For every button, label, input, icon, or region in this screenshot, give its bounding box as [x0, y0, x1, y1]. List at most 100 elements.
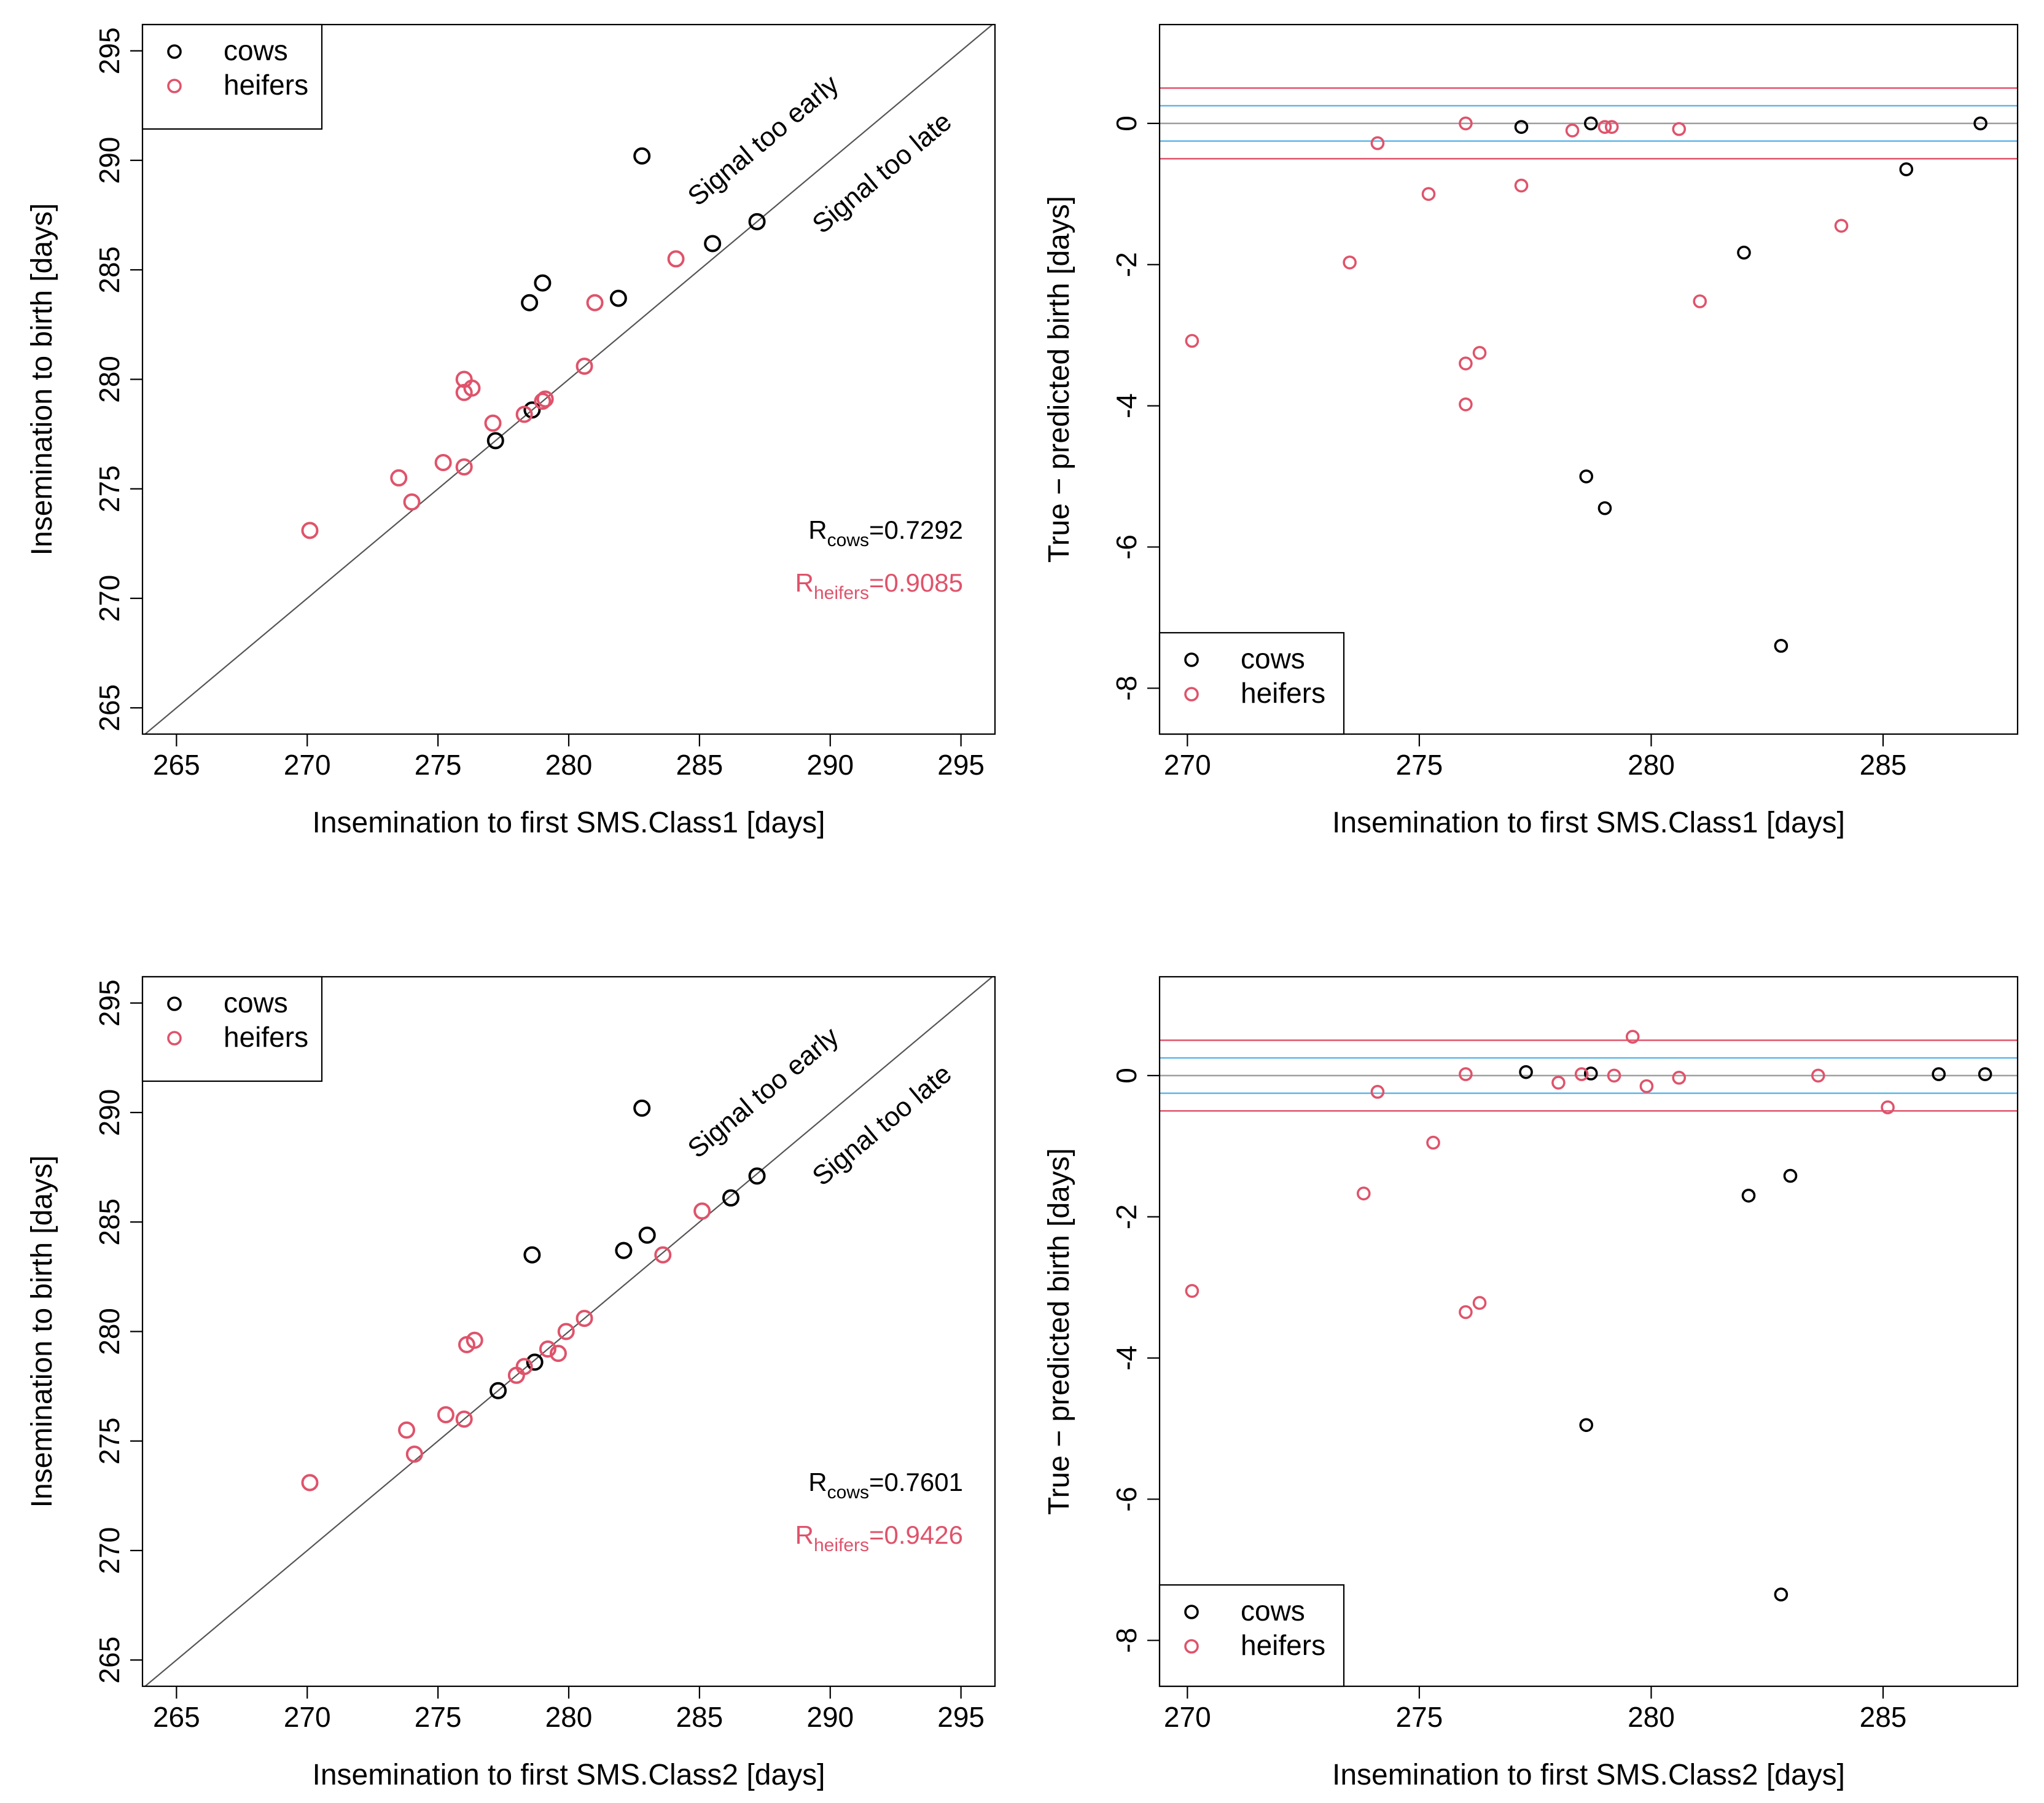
point-heifers — [1185, 334, 1199, 348]
y-tick-label: -6 — [1110, 534, 1142, 560]
point-cows — [1774, 639, 1788, 653]
identity-line — [144, 25, 993, 734]
legend-label-cows: cows — [224, 34, 288, 66]
y-tick-label: 290 — [93, 137, 125, 184]
legend-marker-cows — [1184, 1605, 1199, 1619]
y-tick-label: 0 — [1110, 115, 1142, 131]
x-tick-label: 275 — [1396, 1701, 1443, 1733]
y-tick-label: -8 — [1110, 1628, 1142, 1653]
point-cows — [1579, 469, 1594, 483]
y-tick-label: 290 — [93, 1089, 125, 1136]
point-heifers — [1426, 1135, 1440, 1150]
point-cows — [1741, 1188, 1756, 1203]
point-cows — [1973, 116, 1987, 131]
y-tick-label: 285 — [93, 246, 125, 294]
point-heifers — [1639, 1079, 1654, 1093]
x-tick-label: 265 — [153, 1701, 200, 1733]
point-heifers — [1356, 1186, 1371, 1201]
y-tick-label: 275 — [93, 465, 125, 512]
legend-label-heifers: heifers — [1241, 677, 1325, 709]
point-cows — [704, 235, 722, 252]
stat-symbol: R — [808, 1468, 827, 1496]
stat-r-cows: Rcows=0.7292 — [808, 515, 963, 550]
annotation-signal-too-early: Signal too early — [682, 1021, 845, 1164]
y-tick-label: -4 — [1110, 1345, 1142, 1371]
legend-label-cows: cows — [224, 987, 288, 1019]
point-heifers — [1565, 123, 1580, 138]
x-tick-label: 280 — [545, 749, 593, 781]
x-tick-label: 285 — [676, 1701, 724, 1733]
point-cows — [1579, 1418, 1594, 1433]
x-tick-label: 270 — [1164, 749, 1211, 781]
x-tick-label: 285 — [1860, 749, 1907, 781]
point-cows — [1899, 162, 1914, 176]
stat-symbol: R — [795, 568, 814, 597]
plot-frame — [1158, 976, 2019, 1688]
y-tick-label: 285 — [93, 1199, 125, 1246]
y-tick-label: -6 — [1110, 1487, 1142, 1512]
point-cows — [1774, 1587, 1788, 1602]
point-heifers — [437, 1406, 454, 1423]
point-heifers — [1421, 187, 1436, 201]
point-heifers — [301, 1474, 319, 1492]
point-cows — [748, 213, 766, 230]
point-heifers — [515, 405, 533, 423]
y-tick-label: 295 — [93, 979, 125, 1027]
point-cows — [1519, 1065, 1533, 1079]
legend-marker-cows — [167, 996, 182, 1011]
point-cows — [615, 1242, 633, 1259]
point-heifers — [390, 469, 408, 487]
point-heifers — [1459, 1305, 1473, 1320]
legend-box — [1158, 632, 1345, 735]
y-axis-label: Insemination to birth [days] — [26, 1156, 58, 1508]
x-axis-label: Insemination to first SMS.Class1 [days] — [1332, 807, 1845, 839]
legend-label-cows: cows — [1241, 1595, 1305, 1627]
x-axis-label: Insemination to first SMS.Class2 [days] — [313, 1759, 825, 1791]
x-tick-label: 295 — [937, 1701, 985, 1733]
legend-label-cows: cows — [1241, 643, 1305, 675]
stat-r-heifers: Rheifers=0.9426 — [795, 1520, 963, 1555]
x-tick-label: 275 — [415, 749, 462, 781]
x-tick-label: 270 — [1164, 1701, 1211, 1733]
point-heifers — [1472, 346, 1487, 360]
y-tick-label: 0 — [1110, 1068, 1142, 1084]
point-heifers — [405, 1445, 423, 1463]
legend-label-heifers: heifers — [224, 1021, 308, 1053]
plot-frame — [1158, 23, 2019, 735]
point-heifers — [403, 493, 421, 511]
point-cows — [1978, 1067, 1992, 1081]
y-tick-label: 265 — [93, 1637, 125, 1684]
point-heifers — [434, 453, 452, 471]
x-tick-label: 280 — [1628, 1701, 1675, 1733]
legend-marker-heifers — [1184, 1639, 1199, 1654]
stat-subscript: cows — [827, 1482, 869, 1503]
stat-subscript: heifers — [814, 1535, 869, 1555]
point-heifers — [1574, 1067, 1589, 1081]
point-heifers — [1672, 122, 1687, 136]
point-cows — [486, 432, 504, 450]
point-cows — [748, 1167, 766, 1185]
legend-marker-cows — [1184, 652, 1199, 667]
point-heifers — [557, 1323, 575, 1340]
legend-marker-heifers — [1184, 687, 1199, 702]
point-heifers — [539, 1340, 556, 1358]
x-tick-label: 265 — [153, 749, 200, 781]
x-tick-label: 290 — [806, 1701, 854, 1733]
x-axis-label: Insemination to first SMS.Class2 [days] — [1332, 1759, 1845, 1791]
point-cows — [1597, 501, 1612, 515]
point-cows — [1583, 1066, 1598, 1081]
point-cows — [521, 294, 539, 311]
y-tick-label: -2 — [1110, 252, 1142, 277]
point-cows — [534, 274, 552, 292]
stat-symbol: R — [795, 1520, 814, 1549]
point-heifers — [1343, 255, 1357, 270]
stat-symbol: R — [808, 515, 827, 544]
stat-value: =0.7601 — [869, 1468, 963, 1496]
point-heifers — [1370, 136, 1385, 151]
point-heifers — [1625, 1030, 1640, 1044]
